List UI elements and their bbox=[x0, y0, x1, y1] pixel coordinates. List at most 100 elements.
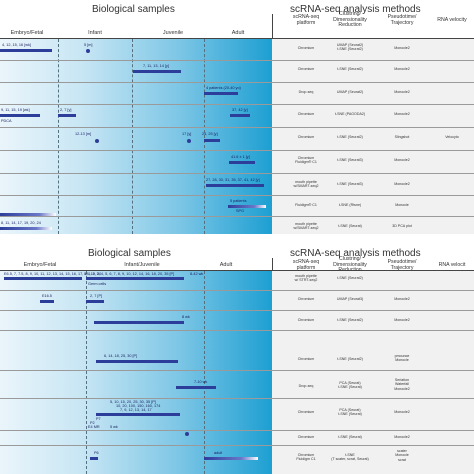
platform-cell: Chromium bbox=[297, 318, 315, 322]
clustering-cell: UMAP (Seurat2) bbox=[336, 90, 364, 94]
platform-cell: Chromium bbox=[297, 135, 315, 139]
sample-label: 9, 11, 15, 19 [wk] bbox=[1, 108, 30, 112]
bottom-timeline-gradient bbox=[0, 271, 272, 474]
bottom-stage-juvenile: Infant/Juvenile bbox=[124, 262, 160, 268]
top-stage-divider bbox=[132, 39, 133, 234]
sample-label: 0, 1, 2, 3, 4, 5, 6, 7, 8, 9, 10, 12, 14… bbox=[84, 272, 175, 276]
clustering-cell: t-SNE (T scater, scrat, Seurat) bbox=[331, 453, 369, 462]
row-divider bbox=[0, 104, 474, 105]
sample-label: 7-10 wk bbox=[194, 380, 208, 384]
clustering-cell: UMAP (Seurat3) bbox=[336, 297, 364, 301]
bottom-stage-embryo: Embryo/Fetal bbox=[23, 262, 57, 268]
trajectory-cell: Monocle2 bbox=[394, 90, 410, 94]
sample-bar bbox=[86, 277, 184, 280]
sample-label: 6, 14, 18, 25, 30 [P] bbox=[104, 354, 138, 358]
sample-label: 2, 7 [P] bbox=[90, 294, 103, 298]
platform-cell: mouth pipette w/ STRT-seq2 bbox=[294, 274, 318, 283]
trajectory-cell: Monocle2 bbox=[394, 318, 410, 322]
sample-bar bbox=[133, 70, 181, 73]
sample-label: adult bbox=[214, 451, 223, 455]
sample-label: P6 bbox=[94, 451, 99, 455]
trajectory-cell: Monocle2 bbox=[394, 297, 410, 301]
trajectory-cell: Monocle2 bbox=[394, 67, 410, 71]
trajectory-cell: Monocle2 bbox=[394, 410, 410, 414]
clustering-cell: t-SNE (Seurat2) bbox=[337, 318, 363, 322]
sample-label: Germ cells bbox=[88, 282, 107, 286]
trajectory-cell: Monocle2 bbox=[394, 46, 410, 50]
sample-label: 5 [m] bbox=[84, 43, 93, 47]
trajectory-cell: Monocle2 bbox=[394, 158, 410, 162]
sample-label: 8, 11, 14, 17, 19, 20, 24 bbox=[1, 221, 41, 225]
row-divider bbox=[0, 310, 474, 311]
bottom-samples-title: Biological samples bbox=[88, 248, 171, 259]
clustering-cell: t-SNE (Rtsne) bbox=[338, 203, 362, 207]
sample-label: 37, 42 [y] bbox=[232, 108, 248, 112]
sample-bar bbox=[204, 457, 258, 460]
platform-cell: Chromium bbox=[297, 46, 315, 50]
platform-cell: Chromium Fluidigm® C1 bbox=[295, 156, 317, 165]
bottom-hdr-trajectory: Pseudotime/Trajectory bbox=[387, 259, 417, 271]
sample-label: SPG bbox=[236, 209, 245, 213]
clustering-cell: t-SNE (Seurat2) bbox=[337, 67, 363, 71]
row-divider bbox=[0, 430, 474, 431]
sample-bar bbox=[176, 386, 216, 389]
sample-dot bbox=[185, 432, 189, 436]
clustering-cell: t-SNE (Seurat) bbox=[338, 435, 362, 439]
sample-label: E6.5, 7, 7.5, 8, 9, 10, 11, 12, 13, 14, … bbox=[4, 272, 102, 276]
sample-dot bbox=[86, 49, 90, 53]
bottom-header-line bbox=[0, 270, 474, 271]
bottom-stage-adult: Adult bbox=[219, 262, 233, 268]
sample-label: E4 MR bbox=[88, 425, 100, 429]
sample-label: E16.5 bbox=[42, 294, 52, 298]
platform-cell: Drop-seq bbox=[298, 90, 314, 94]
trajectory-cell: Seriation Waterfall Monocle2 bbox=[394, 378, 410, 391]
sample-bar bbox=[204, 92, 238, 95]
row-divider bbox=[0, 398, 474, 399]
sample-label: 10, 20, 100, 150, 160, 174 bbox=[116, 404, 161, 408]
row-divider bbox=[0, 82, 474, 83]
top-hdr-clustering: Clustring/Dimensionality Reduction bbox=[333, 11, 367, 29]
platform-cell: Chromium Fluidigm C1 bbox=[296, 453, 316, 462]
sample-bar bbox=[4, 277, 82, 280]
top-header-line bbox=[0, 38, 474, 39]
platform-cell: Drop-seq bbox=[298, 384, 314, 388]
clustering-cell: t-SNE (Seurat3) bbox=[337, 158, 363, 162]
sample-label: 24, 25 [y] bbox=[202, 132, 218, 136]
sample-bar bbox=[90, 457, 98, 460]
sample-label: 4, 12, 15, 16 [wk] bbox=[2, 43, 31, 47]
sample-dot bbox=[187, 139, 191, 143]
sample-label: 4 patients (20-40 yo) bbox=[206, 86, 241, 90]
sample-bar bbox=[58, 114, 76, 117]
sample-label: 5 wk bbox=[110, 425, 118, 429]
clustering-cell: t-SNE (Seurat2) bbox=[337, 357, 363, 361]
row-divider bbox=[0, 370, 474, 371]
platform-cell: Chromium bbox=[297, 67, 315, 71]
clustering-cell: PCA (Seurat) t-SNE (Seurat) bbox=[338, 408, 362, 417]
platform-cell: Chromium bbox=[297, 435, 315, 439]
sample-bar bbox=[0, 114, 40, 117]
top-stage-divider bbox=[58, 39, 59, 234]
sample-bar bbox=[0, 213, 56, 216]
sample-bar bbox=[96, 360, 178, 363]
top-methods-area bbox=[272, 39, 474, 234]
sample-label: 7, 9, 12, 13, 14, 17 bbox=[120, 408, 152, 412]
top-stage-divider bbox=[204, 39, 205, 234]
trajectory-cell: 3D PCA plot bbox=[392, 224, 412, 228]
top-hdr-platform: scRNA-seq platform bbox=[292, 14, 320, 26]
row-divider bbox=[0, 195, 474, 196]
row-divider bbox=[0, 330, 474, 331]
top-stage-juvenile: Juvenile bbox=[162, 30, 184, 36]
clustering-cell: t-SNE (Seurat) bbox=[338, 224, 362, 228]
row-divider bbox=[0, 216, 474, 217]
sample-label: 17 [y] bbox=[182, 132, 192, 136]
row-divider bbox=[0, 127, 474, 128]
top-samples-title: Biological samples bbox=[92, 4, 175, 15]
velocity-cell: Velocyto bbox=[445, 135, 459, 139]
row-divider bbox=[0, 290, 474, 291]
sample-bar bbox=[96, 413, 180, 416]
clustering-cell: t-SNE (Seurat2) bbox=[337, 276, 363, 280]
trajectory-cell: pmounce Monocle bbox=[394, 354, 410, 363]
bottom-hdr-velocity: RNA velocit bbox=[438, 262, 466, 268]
platform-cell: Chromium bbox=[297, 410, 315, 414]
sample-bar bbox=[0, 49, 52, 52]
